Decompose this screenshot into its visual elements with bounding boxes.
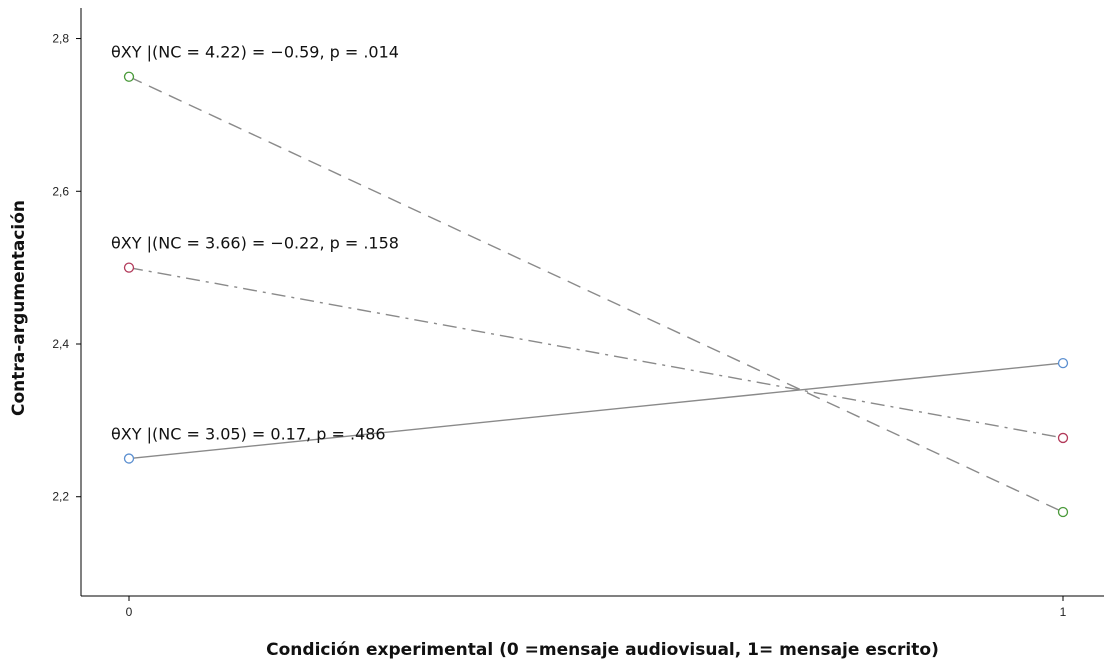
annotations: θXY |(NC = 4.22) = −0.59, p = .014 θXY |(… bbox=[111, 43, 399, 444]
y-axis-title: Contra-argumentación bbox=[9, 200, 29, 416]
series-markers bbox=[123, 71, 1069, 518]
series-point-0 bbox=[1057, 506, 1069, 518]
x-tick-label: 1 bbox=[1060, 605, 1067, 619]
series-line-2 bbox=[128, 362, 1064, 460]
series-point-0 bbox=[123, 71, 135, 82]
ticks: 2,2 2,4 2,6 2,8 0 1 bbox=[52, 32, 1066, 619]
y-tick-label: 2,8 bbox=[52, 32, 69, 46]
y-tick-label: 2,6 bbox=[52, 184, 69, 198]
series-line-1 bbox=[128, 266, 1064, 439]
series-annotation-2: θXY |(NC = 3.05) = 0.17, p = .486 bbox=[111, 425, 386, 444]
series-line-0 bbox=[128, 76, 1064, 513]
series-point-1 bbox=[1057, 432, 1069, 444]
y-tick-label: 2,4 bbox=[52, 337, 69, 351]
x-tick-label: 0 bbox=[126, 605, 133, 619]
series-point-1 bbox=[123, 262, 135, 273]
series-annotation-0: θXY |(NC = 4.22) = −0.59, p = .014 bbox=[111, 43, 399, 62]
x-axis-title: Condición experimental (0 =mensaje audio… bbox=[266, 640, 939, 660]
series-point-2 bbox=[123, 453, 135, 464]
series-annotation-1: θXY |(NC = 3.66) = −0.22, p = .158 bbox=[111, 234, 399, 253]
axes bbox=[80, 8, 1104, 597]
series-point-2 bbox=[1057, 357, 1069, 369]
y-tick-label: 2,2 bbox=[52, 490, 69, 504]
series-lines bbox=[128, 76, 1064, 513]
